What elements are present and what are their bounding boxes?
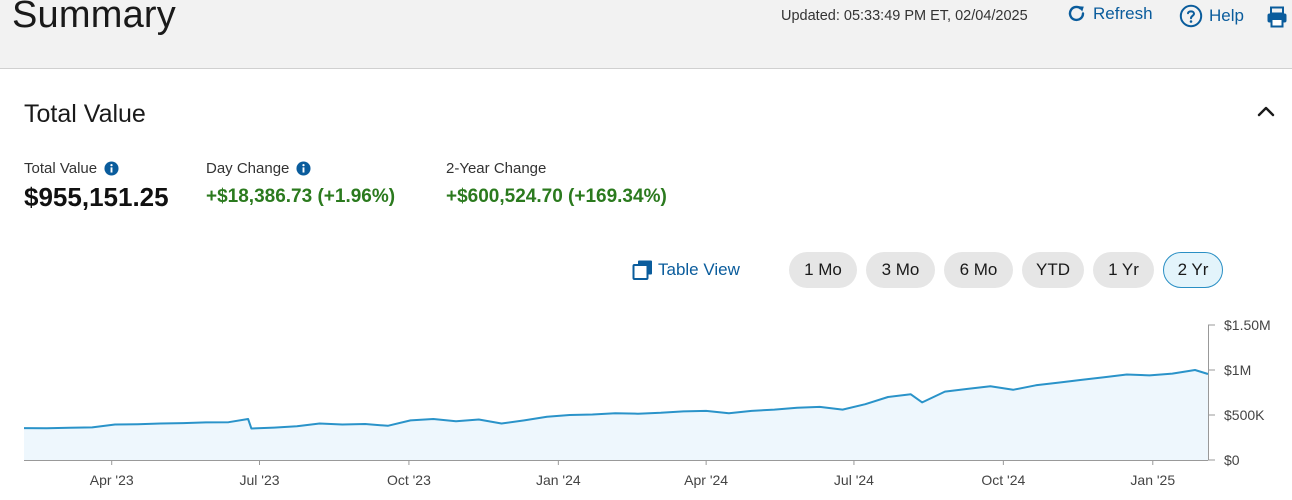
help-circle-icon [1179, 4, 1203, 28]
chart-area-fill [24, 370, 1208, 460]
table-view-button[interactable]: Table View [632, 259, 740, 281]
two-year-change-label-text: 2-Year Change [446, 160, 547, 177]
info-icon[interactable] [296, 161, 311, 176]
refresh-label: Refresh [1093, 4, 1153, 23]
refresh-icon [1068, 5, 1085, 22]
range-2-yr-button[interactable]: 2 Yr [1163, 252, 1223, 288]
range-6-mo-button[interactable]: 6 Mo [944, 252, 1013, 288]
total-value-label-text: Total Value [24, 160, 98, 177]
table-view-icon [632, 260, 652, 280]
help-button[interactable]: Help [1179, 4, 1244, 28]
chevron-up-icon [1257, 106, 1275, 117]
day-change-label-text: Day Change [206, 160, 290, 177]
x-tick-label: Apr '24 [684, 472, 728, 488]
page-title: Summary [12, 0, 176, 36]
x-tick-label: Oct '23 [387, 472, 431, 488]
day-change-amount: +$18,386.73 (+1.96%) [206, 186, 396, 207]
table-view-label: Table View [658, 260, 740, 279]
refresh-button[interactable]: Refresh [1067, 4, 1153, 24]
y-tick-label: $0 [1224, 452, 1240, 468]
two-year-change-label: 2-Year Change [446, 160, 546, 177]
collapse-button[interactable] [1256, 104, 1276, 123]
total-value-chart: Apr '23 Jul '23 Oct '23 Jan '24 Apr '24 Jul '… [23, 317, 1271, 488]
y-tick-label: $500K [1224, 407, 1265, 423]
print-button[interactable] [1266, 6, 1288, 28]
top-bar: Summary Updated: 05:33:49 PM ET, 02/04/2… [0, 0, 1292, 69]
range-3-mo-button[interactable]: 3 Mo [866, 252, 935, 288]
x-tick-label: Jul '24 [834, 472, 874, 488]
x-tick-label: Jan '25 [1130, 472, 1175, 488]
y-tick-label: $1M [1224, 362, 1251, 378]
section-title: Total Value [24, 100, 146, 128]
two-year-change-amount: +$600,524.70 (+169.34%) [446, 186, 667, 207]
updated-timestamp: Updated: 05:33:49 PM ET, 02/04/2025 [781, 8, 1028, 24]
day-change-label: Day Change [206, 160, 311, 177]
range-1-yr-button[interactable]: 1 Yr [1093, 252, 1154, 288]
range-1-mo-button[interactable]: 1 Mo [789, 252, 857, 288]
help-label: Help [1209, 6, 1244, 25]
chart-series-line [23, 369, 1209, 430]
info-icon[interactable] [104, 161, 119, 176]
print-icon [1267, 6, 1287, 28]
y-tick-label: $1.50M [1224, 317, 1271, 333]
total-value-label: Total Value [24, 160, 119, 177]
total-value-amount: $955,151.25 [24, 182, 169, 212]
x-tick-label: Jan '24 [536, 472, 581, 488]
x-tick-label: Oct '24 [981, 472, 1025, 488]
x-tick-label: Apr '23 [90, 472, 134, 488]
x-tick-label: Jul '23 [239, 472, 279, 488]
range-ytd-button[interactable]: YTD [1022, 252, 1084, 288]
